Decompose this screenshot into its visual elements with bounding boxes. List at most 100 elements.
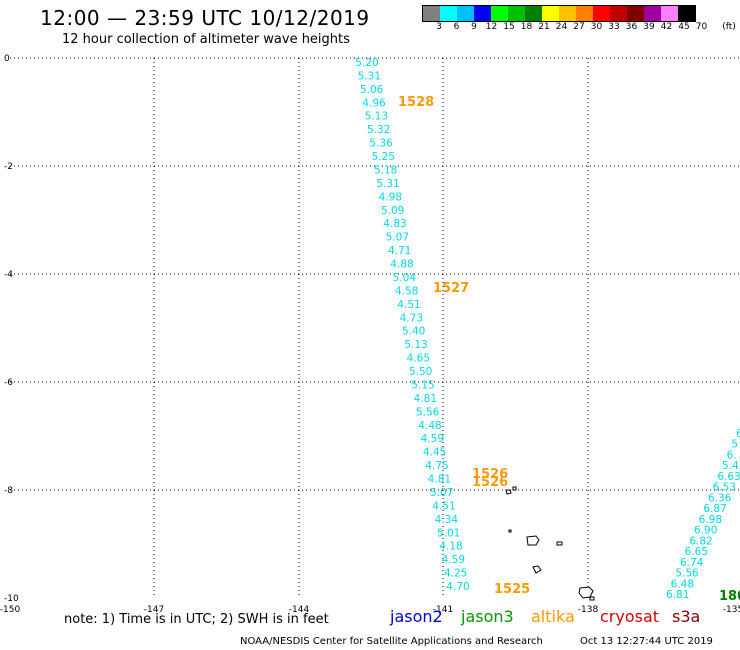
latitude-label: -2 [4,162,13,172]
map-grid [10,57,740,598]
wave-height-value: 4.25 [444,568,467,580]
island-4 [578,586,594,599]
timestamp-text: Oct 13 12:27:44 UTC 2019 [580,636,713,647]
wave-height-value: 4.45 [423,447,446,459]
wave-height-value: 6.90 [694,525,717,537]
wave-height-value: 5.18 [374,164,397,176]
color-scale-label: 18 [520,22,533,32]
wave-height-value: 4.96 [362,97,386,109]
wave-height-value: 4.51 [397,299,420,311]
color-scale-label: 45 [678,22,690,32]
wave-height-value: 4.83 [383,218,406,230]
color-scale-label: 6 [453,22,460,32]
wave-height-value: 4.73 [400,312,423,324]
color-swatch [457,6,474,21]
pass-time-label: 1526 [472,467,508,482]
wave-height-value: 6.53 [713,482,736,494]
wave-track-main: 5.205.315.064.965.135.325.365.255.185.31… [355,57,469,593]
latitude-labels: 0 -2 -4 -6 -8 -10 [4,54,19,604]
island-5 [589,596,595,601]
wave-height-value: 5.07 [386,232,409,244]
color-swatch [627,6,644,21]
color-swatch [491,6,508,21]
wave-height-value: 5.07 [430,487,453,499]
longitude-label: -138 [578,605,599,615]
wave-height-value: 6. [727,449,737,461]
latitude-label: 0 [4,54,10,64]
longitude-label: -150 [0,605,20,615]
satellite-legend-item: jason3 [461,607,514,626]
color-scale-label: 27 [573,22,585,32]
island-7 [512,486,517,491]
wave-height-value: 6.36 [708,492,732,504]
map-title: 12:00 — 23:59 UTC 10/12/2019 [40,6,370,30]
latitude-label: -10 [4,594,19,604]
color-scale-labels: 3 6 9 12 15 18 21 24 27 30 33 36 39 42 45 70 (ft) [422,22,740,34]
color-swatch [474,6,491,21]
color-scale-label: 33 [608,22,620,32]
color-swatch [542,6,559,21]
color-scale-label: 24 [555,22,568,32]
wave-height-value: 5.4 [722,460,739,472]
map-subtitle: 12 hour collection of altimeter wave hei… [62,32,350,47]
wave-height-value: 4.59 [442,554,465,566]
pass-time-label: 1526 [472,475,508,490]
pass-time-label: 180 [719,589,740,604]
color-scale-label: 21 [538,22,550,32]
credit-text: NOAA/NESDIS Center for Satellite Applica… [240,636,543,647]
island-3 [532,565,542,574]
wave-height-value: 4.98 [379,191,402,203]
color-swatch [661,6,678,21]
color-swatch [644,6,661,21]
pass-time-label: 1528 [398,95,434,110]
wave-height-value: 5.13 [365,111,388,123]
wave-height-value: 4.58 [395,285,418,297]
wave-height-value: 5.50 [409,366,432,378]
wave-height-value: 5.31 [358,70,381,82]
satellite-legend-item: altika [531,607,575,626]
wave-height-value: 5.01 [437,527,460,539]
wave-height-value: 5.09 [381,205,404,217]
wave-height-value: 6 [736,428,740,440]
color-scale-bar [422,5,696,22]
color-swatch [423,6,440,21]
wave-height-value: 5.32 [367,124,390,136]
wave-height-value: 4.88 [390,259,413,271]
longitude-label: -144 [289,605,310,615]
longitude-label: -147 [144,605,164,615]
footer-note: note: 1) Time is in UTC; 2) SWH is in fe… [64,612,329,627]
wave-height-value: 6.48 [671,578,694,590]
color-scale-label: 42 [660,22,673,32]
wave-height-value: 4.70 [446,581,469,593]
pass-time-label: 1525 [494,582,530,597]
wave-height-value: 6.98 [699,514,722,526]
wave-track-right: 656.5.46.636.536.366.876.986.906.826.656… [666,428,740,601]
color-scale-label: 15 [503,22,515,32]
color-swatch [440,6,457,21]
wave-height-value: 5.36 [369,138,393,150]
wave-height-value: 5 [731,439,738,451]
wave-height-value: 5.20 [355,57,378,69]
color-swatch [610,6,627,21]
wave-height-value: 5.25 [372,151,395,163]
coastline-islands [505,486,595,601]
wave-height-value: 5.56 [416,406,440,418]
wave-height-value: 6.63 [717,471,740,483]
wave-height-value: 5.56 [675,568,699,580]
satellite-legend-item: cryosat [600,607,660,626]
color-swatch [576,6,593,21]
island-2 [556,541,563,546]
wave-height-value: 4.71 [388,245,411,257]
latitude-label: -8 [4,486,13,496]
color-scale-label: 70 [695,22,708,32]
color-scale-label: 12 [485,22,498,32]
wave-height-value: 5.31 [376,178,399,190]
color-scale-label: 3 [436,22,442,32]
wave-height-value: 4.18 [439,541,462,553]
longitude-labels: -150 -147 -144 -141 -138 -135 [0,605,740,615]
island-8 [508,529,512,533]
wave-height-value: 4.81 [428,474,451,486]
color-scale-label: (ft) [722,22,736,32]
